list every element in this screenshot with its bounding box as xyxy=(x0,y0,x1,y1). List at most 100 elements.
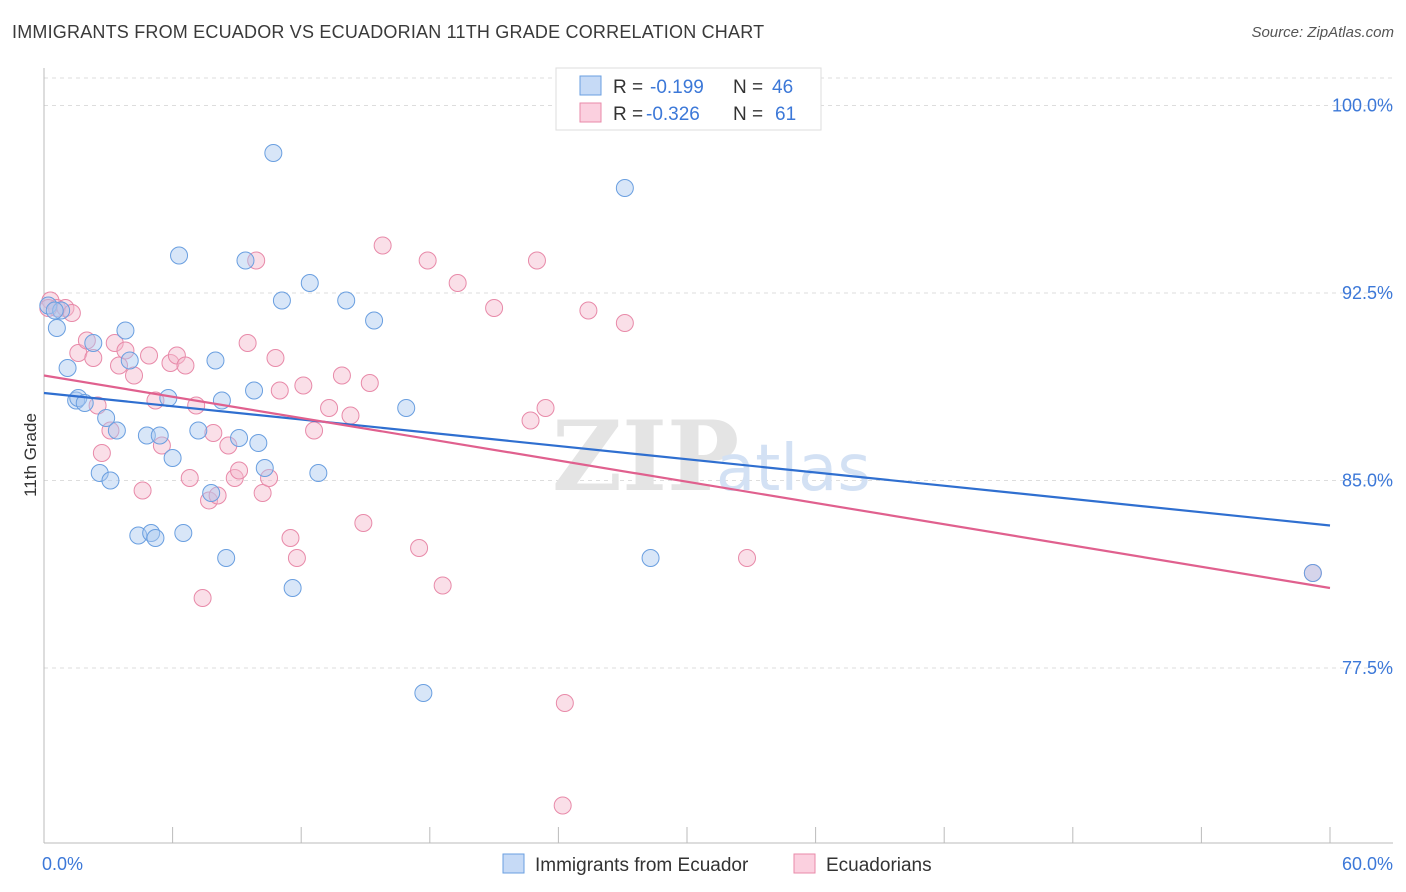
source-label: Source: ZipAtlas.com xyxy=(1251,24,1394,41)
bottom-legend-label-blue: Immigrants from Ecuador xyxy=(535,855,749,876)
y-tick-label-2: 85.0% xyxy=(1342,471,1393,491)
legend-r-label-2: R = xyxy=(613,104,643,125)
y-tick-label-0: 100.0% xyxy=(1332,96,1393,116)
series-ecuadorians-points xyxy=(39,236,1322,815)
ecuadorians-point-50 xyxy=(485,299,504,317)
legend-n-value-1: 46 xyxy=(772,77,793,98)
ecuadorians-point-8 xyxy=(92,444,111,462)
immigrants-point-6 xyxy=(75,394,94,412)
ecuadorians-point-40 xyxy=(320,399,339,417)
ecuadorians-point-52 xyxy=(527,251,546,270)
immigrants-point-24 xyxy=(202,484,221,502)
ecuadorians-point-20 xyxy=(176,356,195,375)
gridlines xyxy=(44,77,1393,669)
legend-r-value-2: -0.326 xyxy=(646,104,700,125)
ecuadorians-point-10 xyxy=(105,334,124,352)
ecuadorians-point-45 xyxy=(373,236,392,255)
y-tick-label-1: 92.5% xyxy=(1342,283,1393,303)
immigrants-point-13 xyxy=(120,351,139,370)
ecuadorians-point-58 xyxy=(738,549,757,567)
immigrants-point-17 xyxy=(146,529,165,547)
bottom-legend-swatch-blue xyxy=(502,853,525,874)
immigrants-point-38 xyxy=(337,291,356,310)
immigrants-trend-line xyxy=(43,391,1331,527)
legend-swatch-blue xyxy=(579,75,602,96)
ecuadorians-point-32 xyxy=(253,484,272,502)
watermark: ZIP atlas xyxy=(552,400,871,513)
immigrants-point-43 xyxy=(641,549,660,567)
axes xyxy=(43,68,1393,844)
bottom-legend-swatch-pink xyxy=(793,853,816,874)
legend-n-value-2: 61 xyxy=(775,104,796,125)
ecuadorians-point-55 xyxy=(553,796,572,815)
ecuadorians-point-24 xyxy=(200,491,219,510)
bottom-legend-label-pink: Ecuadorians xyxy=(826,855,932,876)
immigrants-point-45 xyxy=(45,301,64,320)
x-tick-labels: 0.0% 60.0% xyxy=(42,854,1393,874)
immigrants-point-11 xyxy=(107,421,126,440)
ecuadorians-point-31 xyxy=(247,251,266,270)
ecuadorians-point-56 xyxy=(579,301,598,320)
ecuadorians-point-41 xyxy=(332,366,351,385)
legend-n-label-1: N = xyxy=(733,77,763,98)
immigrants-point-40 xyxy=(397,399,416,417)
immigrants-point-34 xyxy=(272,291,291,310)
immigrants-point-1 xyxy=(52,301,71,320)
ecuadorians-point-36 xyxy=(281,529,300,547)
immigrants-point-39 xyxy=(365,311,384,330)
ecuadorians-point-33 xyxy=(260,469,279,487)
legend-swatch-pink xyxy=(579,102,602,123)
immigrants-point-2 xyxy=(47,319,66,337)
legend-box: R = -0.199 N = 46 R = -0.326 N = 61 xyxy=(555,67,822,131)
immigrants-point-41 xyxy=(414,684,433,702)
ecuadorians-point-49 xyxy=(448,274,467,292)
ecuadorians-point-39 xyxy=(305,421,324,440)
ecuadorians-point-25 xyxy=(204,424,223,442)
y-tick-labels: 100.0% 92.5% 85.0% 77.5% xyxy=(1332,96,1393,679)
ecuadorians-point-12 xyxy=(116,341,135,360)
y-axis-label: 11th Grade xyxy=(21,413,40,497)
trend-lines xyxy=(43,374,1331,590)
ecuadorians-point-21 xyxy=(180,469,199,487)
immigrants-point-30 xyxy=(245,381,264,400)
ecuadorians-point-6 xyxy=(84,349,103,367)
ecuadorians-point-53 xyxy=(536,399,555,417)
immigrants-point-8 xyxy=(90,464,109,482)
ecuadorians-point-46 xyxy=(410,539,429,557)
ecuadorians-point-14 xyxy=(133,481,152,500)
immigrants-point-23 xyxy=(189,421,208,440)
immigrants-point-10 xyxy=(101,471,120,490)
immigrants-point-15 xyxy=(137,426,156,445)
ecuadorians-point-44 xyxy=(360,374,379,392)
watermark-zip: ZIP xyxy=(552,400,739,513)
immigrants-point-36 xyxy=(300,274,319,292)
ecuadorians-point-3 xyxy=(62,304,81,322)
immigrants-point-18 xyxy=(150,426,169,445)
immigrants-point-32 xyxy=(255,459,274,477)
immigrants-point-21 xyxy=(170,246,189,265)
x-tick-max: 60.0% xyxy=(1342,854,1393,874)
immigrants-point-44 xyxy=(1303,564,1322,582)
immigrants-point-29 xyxy=(236,251,255,270)
ecuadorians-point-47 xyxy=(418,251,437,270)
immigrants-point-42 xyxy=(615,179,634,197)
immigrants-point-27 xyxy=(217,549,236,567)
immigrants-point-35 xyxy=(283,579,302,597)
watermark-atlas: atlas xyxy=(716,432,871,506)
ecuadorians-point-57 xyxy=(615,314,634,332)
immigrants-point-12 xyxy=(116,321,135,340)
immigrants-point-7 xyxy=(84,334,103,352)
ecuadorians-point-27 xyxy=(219,436,238,455)
ecuadorians-point-37 xyxy=(287,549,306,567)
y-tick-label-3: 77.5% xyxy=(1342,658,1393,678)
x-tick-min: 0.0% xyxy=(42,854,83,874)
legend-r-label-1: R = xyxy=(613,77,643,98)
bottom-legend: Immigrants from Ecuador Ecuadorians xyxy=(502,853,932,876)
ecuadorians-point-38 xyxy=(294,376,313,395)
ecuadorians-point-30 xyxy=(238,334,257,352)
legend-n-label-2: N = xyxy=(733,104,763,125)
ecuadorians-point-35 xyxy=(270,381,289,400)
immigrants-point-20 xyxy=(163,449,182,467)
ecuadorians-point-54 xyxy=(555,694,574,712)
